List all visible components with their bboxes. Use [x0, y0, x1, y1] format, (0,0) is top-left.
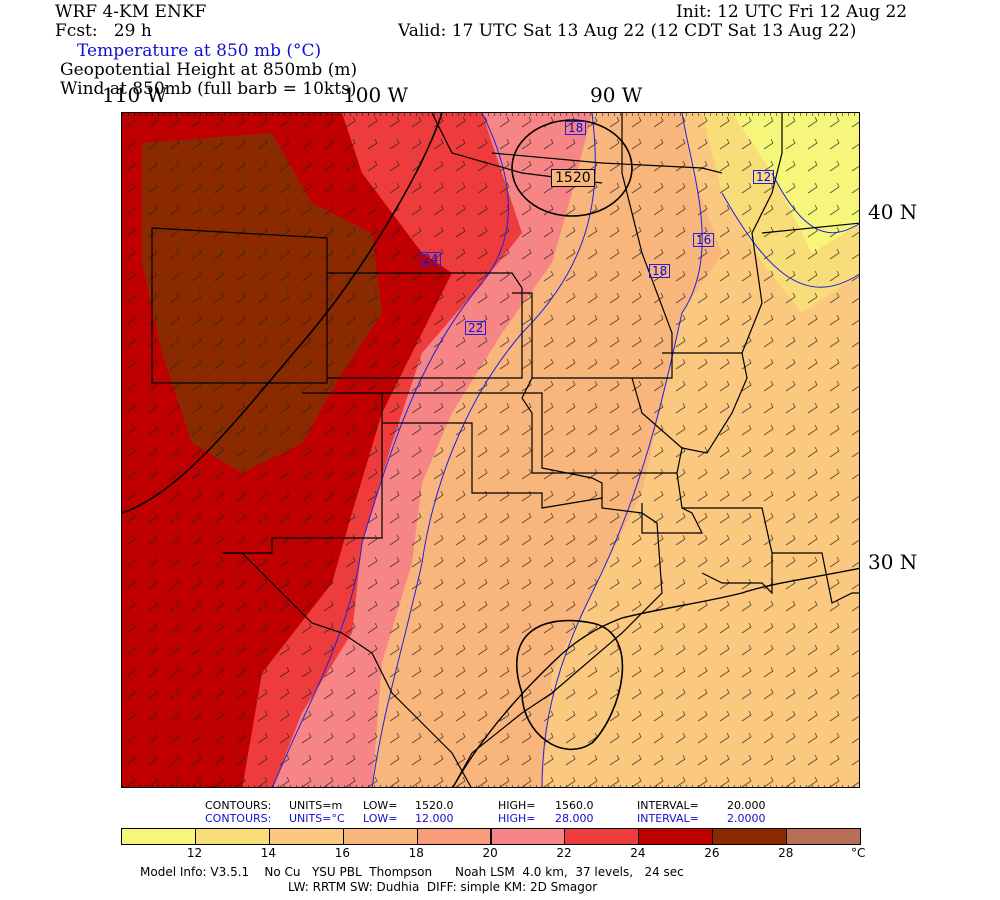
temp-label-12: 12 [753, 170, 775, 184]
temp-low-label: LOW= [363, 812, 398, 825]
height-low-value: 1520.0 [415, 799, 454, 812]
colorbar-tick-label: 16 [334, 846, 350, 860]
height-contours [122, 113, 633, 751]
colorbar-tick-label: 28 [778, 846, 794, 860]
height-high-value: 1560.0 [555, 799, 594, 812]
model-title: WRF 4-KM ENKF [55, 2, 207, 22]
temp-label-24: 24 [420, 252, 442, 266]
init-time: Init: 12 UTC Fri 12 Aug 22 [676, 2, 908, 22]
lon-label-110w: 110 W [102, 83, 168, 107]
colorbar-tick-label: 22 [556, 846, 572, 860]
colorbar-swatch [786, 828, 861, 845]
colorbar-swatch [121, 828, 196, 845]
temp-high-value: 28.000 [555, 812, 594, 825]
colorbar-tick-label: 20 [482, 846, 498, 860]
height-low-label: LOW= [363, 799, 398, 812]
gulf-coastline [452, 567, 859, 787]
bottom-frame-ticks [122, 785, 859, 787]
colorbar-tick-label: 26 [704, 846, 720, 860]
temp-units: UNITS=°C [289, 812, 345, 825]
temp-label-18b: 18 [649, 264, 671, 278]
temp-label-22: 22 [465, 321, 487, 335]
field-title-wind: Wind at 850mb (full barb = 10kts) [60, 79, 357, 99]
height-interval-value: 20.000 [727, 799, 766, 812]
colorbar-tick-label: 12 [186, 846, 203, 860]
map-canvas [122, 113, 859, 787]
top-frame-ticks [122, 113, 859, 117]
valid-time: Valid: 17 UTC Sat 13 Aug 22 (12 CDT Sat … [398, 21, 857, 41]
model-info: Model Info: V3.5.1 No Cu YSU PBL Thompso… [140, 865, 684, 879]
lat-label-30n: 30 N [868, 550, 918, 574]
colorbar-swatch [416, 828, 492, 845]
temp-contours [272, 113, 859, 787]
colorbar-swatch [490, 828, 566, 845]
colorbar-swatch [194, 828, 270, 845]
physics-info: LW: RRTM SW: Dudhia DIFF: simple KM: 2D … [288, 880, 598, 894]
temp-low-value: 12.000 [415, 812, 454, 825]
colorbar-swatch [712, 828, 788, 845]
field-title-height: Geopotential Height at 850mb (m) [60, 60, 358, 80]
lon-label-100w: 100 W [343, 83, 409, 107]
colorbar-swatch [268, 828, 344, 845]
colorbar-swatch [638, 828, 714, 845]
temp-interval-value: 2.0000 [727, 812, 766, 825]
height-label-1520: 1520 [551, 169, 595, 187]
height-units: UNITS=m [289, 799, 343, 812]
height-interval-label: INTERVAL= [637, 799, 699, 812]
colorbar-unit: °C [851, 846, 866, 860]
colorbar-tick-label: 14 [260, 846, 277, 860]
lon-label-90w: 90 W [590, 83, 643, 107]
temp-label-16: 16 [693, 233, 715, 247]
colorbar-swatch [342, 828, 418, 845]
lat-label-40n: 40 N [868, 200, 918, 224]
wind-barbs [122, 113, 859, 787]
temp-interval-label: INTERVAL= [637, 812, 699, 825]
temp-label-18a: 18 [565, 121, 587, 135]
temp-high-label: HIGH= [498, 812, 536, 825]
height-contour-label: CONTOURS: [205, 799, 272, 812]
forecast-hour: Fcst: 29 h [55, 21, 152, 41]
temp-contour-label: CONTOURS: [205, 812, 272, 825]
colorbar-tick-label: 24 [630, 846, 646, 860]
height-high-label: HIGH= [498, 799, 536, 812]
weather-map: 1520 18 12 16 18 24 22 [121, 112, 860, 788]
colorbar-tick-label: 18 [408, 846, 424, 860]
field-title-temperature: Temperature at 850 mb (°C) [77, 41, 322, 61]
colorbar-swatch [564, 828, 640, 845]
